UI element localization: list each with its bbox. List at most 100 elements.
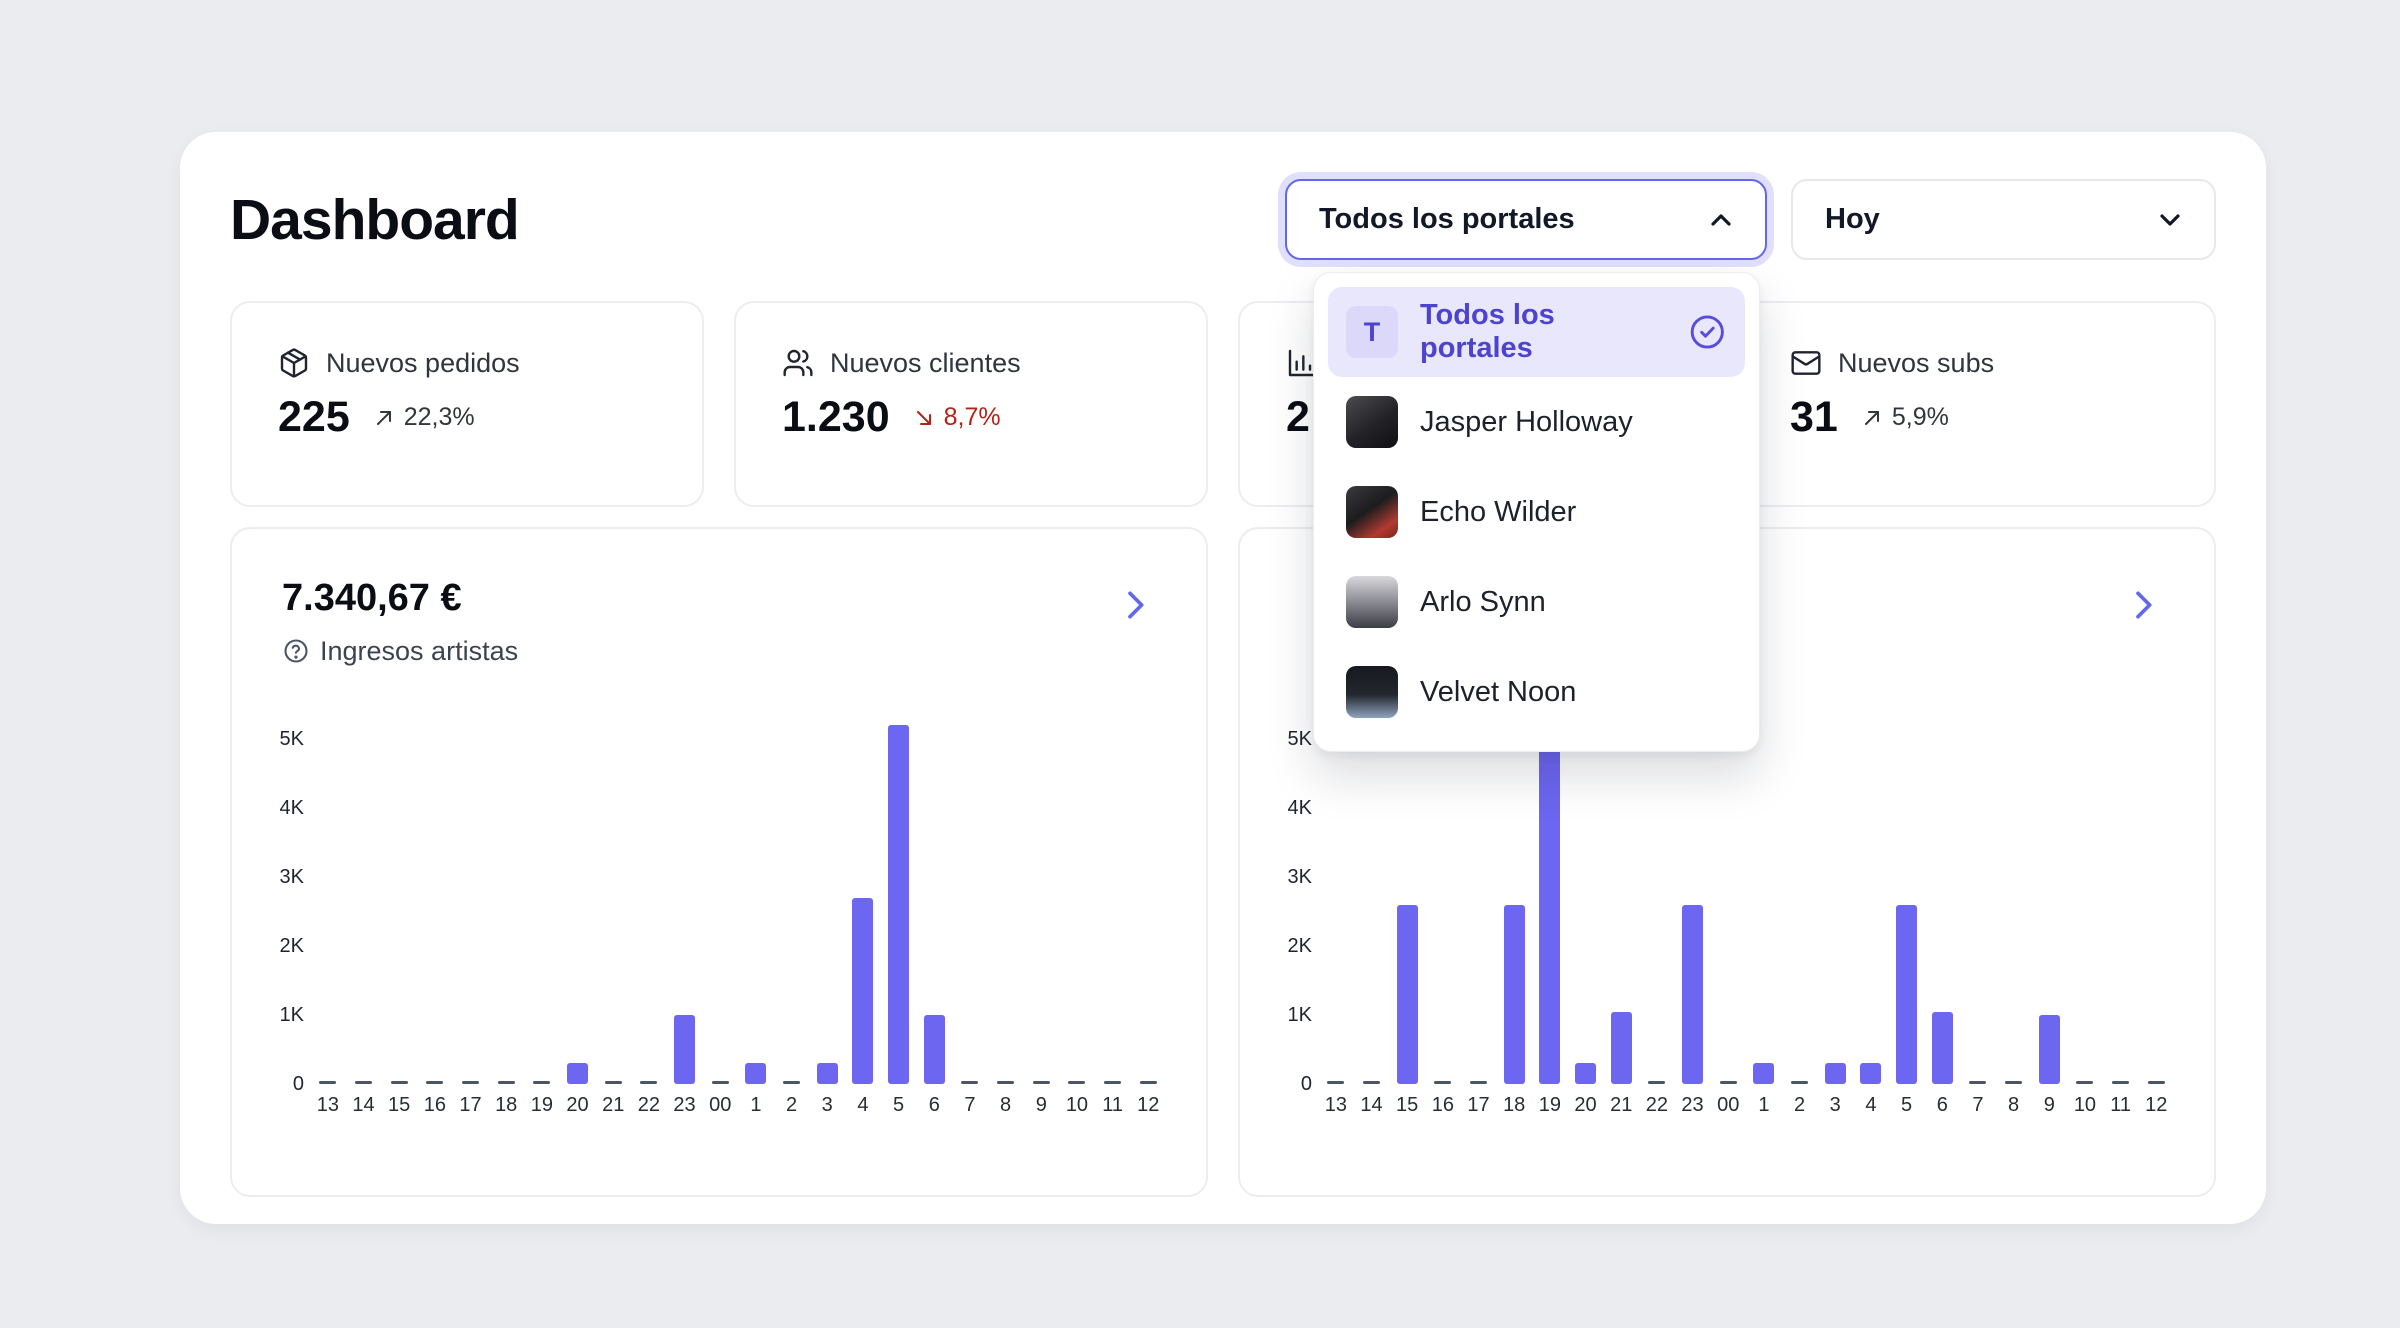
x-tick-label: 14 [352,1094,375,1116]
y-tick-label: 4K [1287,797,1312,819]
x-tick-label: 3 [1829,1094,1841,1116]
chart-column: 19 [1532,702,1568,1118]
menu-item-todos-los-portales[interactable]: T Todos los portales [1328,287,1745,377]
menu-item-velvet-noon[interactable]: Velvet Noon [1328,647,1745,737]
zero-value-dash [997,1081,1015,1084]
zero-value-dash [604,1081,622,1084]
zero-value-dash [2147,1081,2165,1084]
dashboard-panel: Dashboard Todos los portales Hoy Nuevos … [180,132,2266,1224]
zero-value-dash [1648,1081,1666,1084]
y-tick-label: 0 [1300,1073,1312,1095]
bar [1539,704,1561,1084]
bar [567,1063,589,1084]
menu-item-label: Todos los portales [1420,299,1555,364]
zero-value-dash [1363,1081,1380,1084]
menu-item-echo-wilder[interactable]: Echo Wilder [1328,467,1745,557]
x-tick-label: 17 [1467,1094,1490,1116]
portal-select[interactable]: Todos los portales [1285,179,1767,260]
chart-column: 21 [1603,702,1639,1118]
users-icon [783,349,813,377]
zero-value-dash [533,1081,551,1084]
trend-badge: 22,3% [372,403,475,432]
zero-value-dash [497,1081,515,1084]
x-tick-label: 13 [316,1094,339,1116]
x-tick-label: 10 [2073,1094,2097,1116]
x-tick-label: 15 [1396,1094,1419,1116]
chart-column: 11 [1095,702,1131,1118]
chart-detail-arrow[interactable] [2122,585,2164,627]
zero-value-dash [1470,1081,1488,1084]
menu-item-arlo-synn[interactable]: Arlo Synn [1328,557,1745,647]
chart-column: 8 [1996,702,2032,1118]
trend-down-icon [916,410,931,425]
bar [1575,1063,1597,1084]
x-tick-label: 20 [1574,1094,1597,1116]
zero-value-dash [355,1081,372,1084]
x-tick-label: 13 [1324,1094,1347,1116]
zero-value-dash [1719,1081,1737,1084]
stat-value: 2 [1286,393,1310,441]
chart-detail-arrow[interactable] [1114,585,1156,627]
zero-value-dash [711,1081,729,1084]
x-tick-label: 1 [750,1094,762,1116]
y-tick-label: 0 [292,1073,304,1095]
chart-column: 6 [1924,702,1960,1118]
x-tick-label: 19 [1538,1094,1561,1116]
x-tick-label: 11 [1102,1094,1123,1116]
package-icon [280,348,308,378]
x-tick-label: 15 [388,1094,411,1116]
chart-plot-area: 13 14 15 16 17 18 19 20 21 22 23 00 1 2 3 4 5 6 7 8 9 10 11 12 [310,702,1166,1118]
chart-column: 7 [952,702,988,1118]
avatar-photo [1346,486,1398,538]
chart-column: 13 [1318,702,1354,1118]
date-select[interactable]: Hoy [1791,179,2216,260]
menu-item-jasper-holloway[interactable]: Jasper Holloway [1328,377,1745,467]
x-tick-label: 4 [857,1094,869,1116]
chart-column: 16 [417,702,453,1118]
x-tick-label: 2 [1794,1094,1806,1116]
x-tick-label: 1 [1758,1094,1770,1116]
trend-badge: 8,7% [912,403,1001,432]
y-tick-label: 3K [1287,866,1312,888]
x-tick-label: 7 [1972,1094,1984,1116]
bar [1931,1012,1953,1084]
trend-value: 8,7% [943,403,1001,431]
chart-column: 15 [1389,702,1425,1118]
chart-column: 2 [1782,702,1818,1118]
zero-value-dash [961,1081,979,1084]
chevron-up-icon [1711,213,1731,226]
stat-value: 31 [1790,393,1838,441]
chart-column: 2 [774,702,810,1118]
chart-column: 14 [346,702,382,1118]
trend-up-icon [376,410,391,425]
chart-column: 00 [1710,702,1746,1118]
chart-subtitle: Ingresos artistas [320,635,519,666]
chart-column: 4 [1853,702,1889,1118]
chart-column: 17 [453,702,489,1118]
chart-column: 22 [631,702,667,1118]
x-tick-label: 17 [459,1094,482,1116]
x-tick-label: 8 [1000,1094,1012,1116]
zero-value-dash [2112,1081,2130,1084]
x-tick-label: 14 [1360,1094,1383,1116]
x-tick-label: 23 [673,1094,696,1116]
trend-value: 5,9% [1891,403,1949,431]
zero-value-dash [1434,1081,1452,1084]
menu-item-label: Jasper Holloway [1420,405,1633,438]
x-tick-label: 11 [2110,1094,2131,1116]
chart-column: 18 [1496,702,1532,1118]
bar [745,1063,767,1084]
chevron-down-icon [2160,213,2180,226]
x-tick-label: 22 [637,1094,660,1116]
bar [816,1063,838,1084]
zero-value-dash [319,1081,337,1084]
chart-title: 7.340,67 € [282,577,462,619]
chevron-right-icon [2136,591,2152,619]
zero-value-dash [1791,1081,1809,1084]
check-circle-icon [1691,315,1725,349]
x-tick-label: 18 [1503,1094,1526,1116]
stats-row: Nuevos pedidos 225 22,3% Nuevos clientes… [230,301,2216,507]
menu-item-label: Velvet Noon [1420,675,1577,708]
hourly-bar-chart: 0 1K 2K 3K 4K 5K 13 14 15 16 17 18 19 20 21 22 23 00 1 2 3 4… [272,702,1166,1118]
help-icon[interactable] [282,637,310,665]
